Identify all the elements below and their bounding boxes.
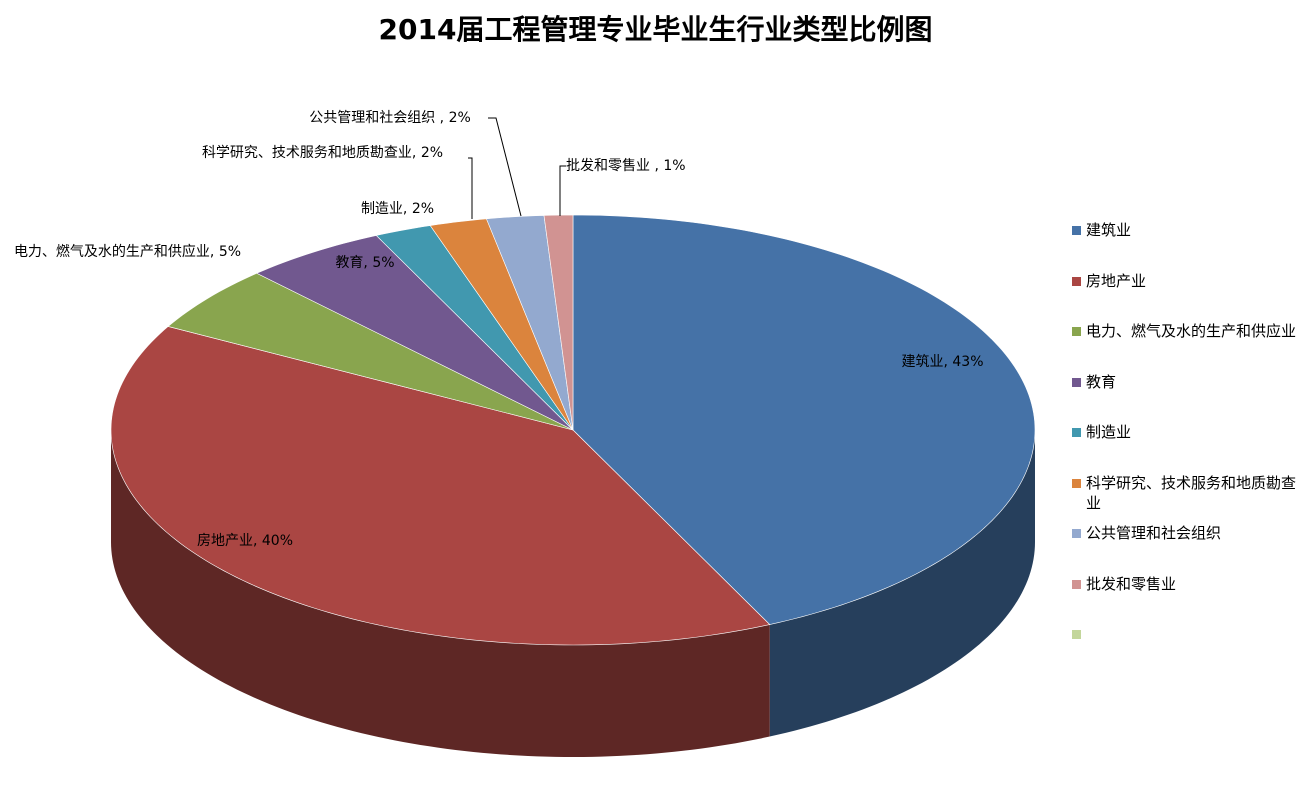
data-label: 制造业, 2% <box>360 201 435 217</box>
legend-label: 教育 <box>1086 372 1117 391</box>
legend-item: 公共管理和社会组织 <box>1072 523 1308 543</box>
legend-item: 科学研究、技术服务和地质勘查业 <box>1072 473 1308 513</box>
chart-title: 2014届工程管理专业毕业生行业类型比例图 <box>378 13 933 46</box>
pie-slice <box>375 225 574 431</box>
legend-label: 制造业 <box>1086 423 1132 441</box>
legend-swatch <box>1072 579 1081 589</box>
legend-swatch <box>1072 327 1081 336</box>
leader-lines <box>468 117 566 219</box>
legend-swatch <box>1072 478 1081 488</box>
pie-slice <box>110 326 771 646</box>
pie-slice-side <box>111 430 770 757</box>
pie-slice <box>167 272 574 431</box>
legend-swatch <box>1072 630 1081 639</box>
legend-label: 科学研究、技术服务和地质勘查业 <box>1086 473 1297 512</box>
legend-item: 电力、燃气及水的生产和供应业 <box>1072 321 1308 341</box>
legend-item: 房地产业 <box>1072 271 1308 291</box>
leader-line <box>468 157 473 219</box>
pie-tops <box>110 214 1036 646</box>
pie-slice <box>256 235 574 431</box>
legend-label: 建筑业 <box>1086 221 1132 239</box>
legend-label: 房地产业 <box>1086 271 1147 290</box>
pie-slice <box>572 214 1036 625</box>
legend-label: 公共管理和社会组织 <box>1086 524 1222 542</box>
leader-line <box>488 117 522 217</box>
legend-swatch <box>1072 428 1081 437</box>
legend-item: 教育 <box>1072 372 1308 392</box>
leader-line <box>559 165 566 216</box>
legend-swatch <box>1072 377 1081 387</box>
data-label: 科学研究、技术服务和地质勘查业, 2% <box>201 145 444 161</box>
legend-swatch <box>1072 529 1081 538</box>
pie-slice-side <box>769 430 1035 737</box>
legend-item: 批发和零售业 <box>1072 574 1308 594</box>
legend-item: 建筑业 <box>1072 220 1308 240</box>
data-label: 电力、燃气及水的生产和供应业, 5% <box>13 244 242 260</box>
data-label: 建筑业, 43% <box>901 354 984 370</box>
pie-sides <box>111 430 1035 757</box>
legend-swatch <box>1072 226 1081 235</box>
pie-slice <box>543 214 574 431</box>
legend-swatch <box>1072 276 1081 286</box>
legend-label: 批发和零售业 <box>1086 574 1177 593</box>
data-label: 教育, 5% <box>335 255 395 271</box>
legend-item: 制造业 <box>1072 422 1308 442</box>
data-label: 批发和零售业 , 1% <box>566 158 686 174</box>
data-label: 公共管理和社会组织 , 2% <box>309 110 471 126</box>
pie-slice <box>485 215 574 431</box>
data-label: 房地产业, 40% <box>196 533 294 549</box>
pie-slice <box>429 218 574 431</box>
legend-label: 电力、燃气及水的生产和供应业 <box>1086 322 1297 340</box>
